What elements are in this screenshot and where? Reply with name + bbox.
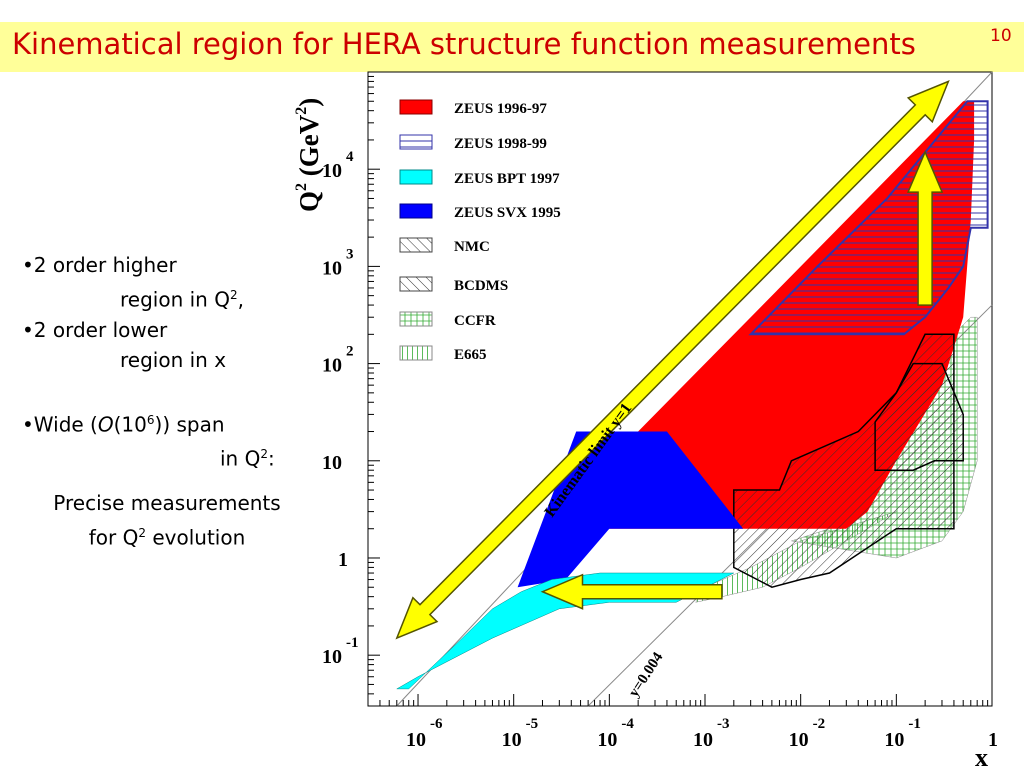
y-axis-label: Q2 (GeV2) bbox=[293, 98, 324, 212]
x-tick-label: 10 bbox=[597, 729, 617, 751]
note-text: (10 bbox=[113, 412, 147, 437]
note-text: region in Q bbox=[120, 287, 230, 312]
y-0.004-label: y=0.004 bbox=[626, 649, 667, 700]
note-text: in Q bbox=[220, 446, 261, 471]
note-text: evolution bbox=[145, 525, 246, 550]
note-sup: 2 bbox=[229, 288, 238, 302]
y-tick-label: 10 bbox=[322, 452, 342, 474]
legend-label: BCDMS bbox=[454, 278, 508, 294]
legend-label: E665 bbox=[454, 347, 487, 363]
ylabel-sup: 2 bbox=[293, 183, 310, 191]
note-text: •2 order higher bbox=[22, 253, 177, 277]
arrow-2 bbox=[906, 150, 944, 306]
arrow-1 bbox=[395, 80, 950, 640]
note-text: region in x bbox=[120, 347, 227, 372]
legend-swatch bbox=[399, 99, 433, 115]
x-tick-exp: -3 bbox=[717, 716, 730, 732]
x-tick-label: 10 bbox=[406, 729, 426, 751]
region-zeus-bpt-1997 bbox=[395, 572, 734, 690]
y-tick-label: 1 bbox=[338, 549, 348, 571]
x-tick-label: 10 bbox=[502, 729, 522, 751]
y-tick-label: 10 bbox=[322, 646, 342, 668]
plot-frame bbox=[367, 71, 993, 707]
note-line-5: for Q2 evolution bbox=[22, 518, 312, 553]
ylabel-unit: (GeV bbox=[294, 114, 324, 183]
x-tick-label: 10 bbox=[693, 729, 713, 751]
note-text: : bbox=[267, 446, 275, 471]
legend-label: ZEUS BPT 1997 bbox=[454, 171, 560, 187]
note-sup: 2 bbox=[138, 525, 146, 540]
y-tick-exp: 2 bbox=[346, 344, 354, 360]
ylabel-close: ) bbox=[294, 98, 324, 107]
title-bar bbox=[0, 22, 1024, 72]
legend-swatch bbox=[399, 345, 433, 361]
x-tick-label: 10 bbox=[884, 729, 904, 751]
y-tick-exp: 4 bbox=[346, 149, 354, 165]
x-tick-exp: -6 bbox=[430, 716, 443, 732]
x-tick-label: 1 bbox=[988, 729, 998, 751]
note-text: Precise measurements bbox=[53, 490, 281, 515]
note-text: O bbox=[97, 412, 114, 437]
note-text: •Wide ( bbox=[22, 412, 98, 437]
legend-swatch bbox=[399, 276, 433, 292]
legend-label: ZEUS SVX 1995 bbox=[454, 205, 561, 221]
legend-swatch bbox=[399, 311, 433, 327]
y-tick-exp: -1 bbox=[346, 635, 359, 651]
legend-label: ZEUS 1996-97 bbox=[454, 101, 547, 117]
note-text: •2 order lower bbox=[22, 317, 168, 342]
legend-swatch bbox=[399, 203, 433, 219]
arrow-3 bbox=[540, 573, 723, 610]
note-line-2b: region in x bbox=[22, 345, 312, 375]
note-text: for Q bbox=[88, 525, 139, 550]
y-tick-label: 10 bbox=[322, 257, 342, 279]
x-tick-exp: -5 bbox=[526, 716, 539, 732]
legend-label: CCFR bbox=[454, 313, 496, 329]
y-tick-label: 10 bbox=[322, 160, 342, 182]
legend-swatch bbox=[399, 169, 433, 185]
svg-text:Q2 (GeV2): Q2 (GeV2) bbox=[293, 98, 324, 212]
note-sup: 6 bbox=[146, 412, 155, 427]
x-tick-exp: -1 bbox=[908, 716, 921, 732]
legend-label: ZEUS 1998-99 bbox=[454, 136, 547, 152]
ylabel-sup2: 2 bbox=[293, 107, 310, 115]
note-text: , bbox=[237, 287, 244, 312]
x-tick-label: 10 bbox=[789, 729, 809, 751]
x-tick-exp: -2 bbox=[813, 716, 826, 732]
y-tick-exp: 3 bbox=[346, 246, 354, 262]
y-tick-label: 10 bbox=[322, 355, 342, 377]
page-number: 10 bbox=[990, 26, 1012, 46]
note-sup: 2 bbox=[260, 447, 268, 462]
slide-notes: •2 order higher region in Q2, •2 order l… bbox=[22, 250, 312, 553]
ylabel-q: Q bbox=[294, 191, 324, 212]
x-axis-label: x bbox=[975, 743, 988, 768]
note-text: )) span bbox=[154, 412, 225, 437]
region-bcdms bbox=[874, 362, 964, 471]
slide-title: Kinematical region for HERA structure fu… bbox=[12, 27, 916, 61]
note-line-3b: in Q2: bbox=[22, 439, 312, 474]
note-line-4: Precise measurements bbox=[22, 488, 312, 518]
legend-swatch bbox=[399, 134, 433, 150]
note-line-2: •2 order lower bbox=[22, 315, 312, 345]
legend-swatch bbox=[399, 237, 433, 253]
note-line-1b: region in Q2, bbox=[22, 280, 312, 315]
note-line-3: •Wide (O(106)) span bbox=[22, 405, 312, 440]
legend-label: NMC bbox=[454, 239, 490, 255]
note-line-1: •2 order higher bbox=[22, 250, 312, 280]
region-zeus-svx-1995 bbox=[517, 431, 744, 588]
x-tick-exp: -4 bbox=[621, 716, 634, 732]
